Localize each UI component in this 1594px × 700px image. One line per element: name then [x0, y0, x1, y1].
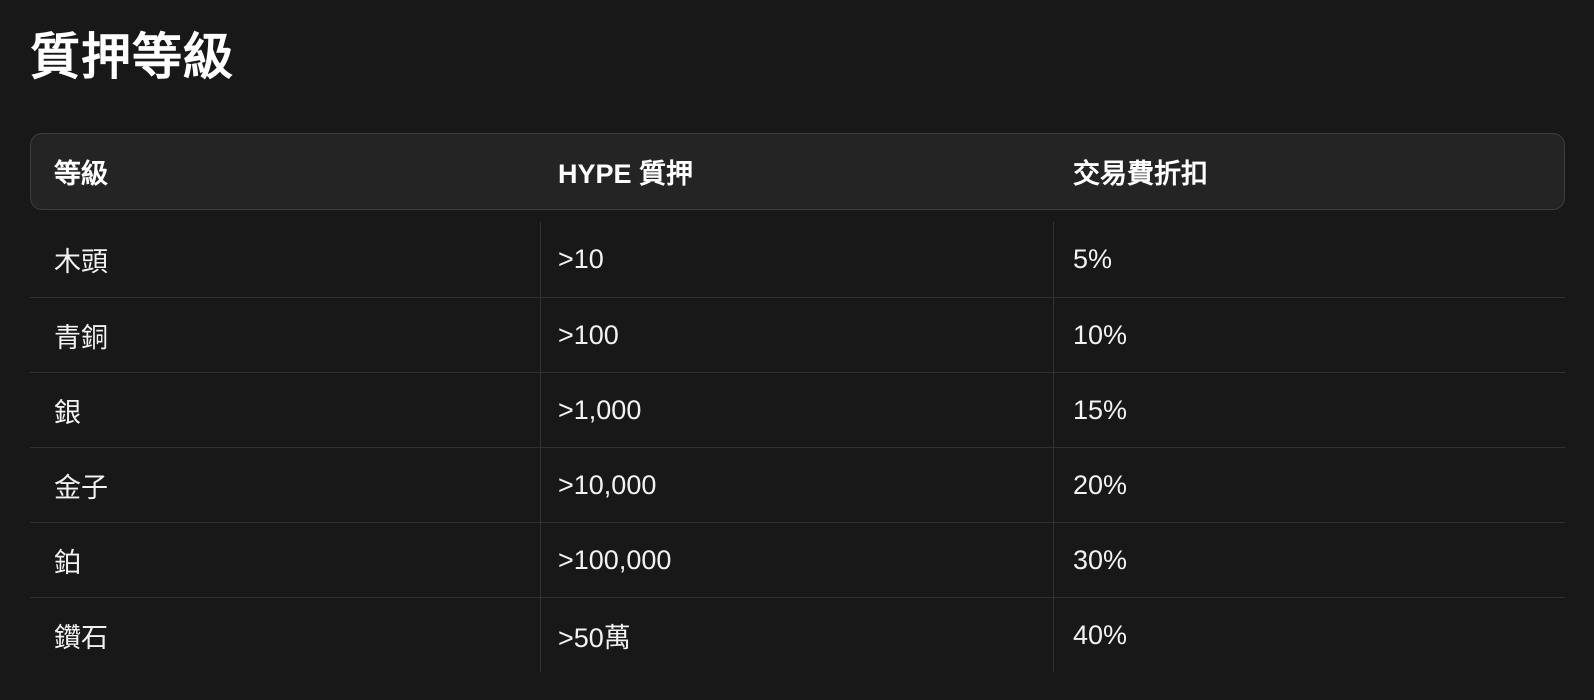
stake-cell: >100 [540, 298, 1053, 372]
tier-cell: 鉑 [54, 547, 81, 578]
discount-cell: 40% [1053, 598, 1565, 672]
discount-cell: 20% [1053, 448, 1565, 522]
staking-tiers-table: 等級 HYPE 質押 交易費折扣 木頭 >10 5% 青銅 >100 10% 銀… [30, 133, 1565, 672]
tier-cell: 木頭 [54, 247, 108, 277]
discount-cell: 10% [1053, 298, 1565, 372]
column-header-hype-stake: HYPE 質押 [558, 159, 694, 189]
discount-cell: 30% [1053, 523, 1565, 597]
tier-cell: 銀 [54, 397, 81, 428]
discount-cell: 5% [1053, 222, 1565, 297]
tier-cell: 鑽石 [54, 622, 108, 653]
stake-cell: >1,000 [540, 373, 1053, 447]
page: 質押等級 等級 HYPE 質押 交易費折扣 木頭 >10 5% 青銅 >100 … [0, 26, 1594, 672]
page-title: 質押等級 [30, 29, 234, 85]
tier-cell: 青銅 [54, 322, 108, 353]
stake-cell: >10,000 [540, 448, 1053, 522]
table-row-bronze: 青銅 >100 10% [30, 297, 1565, 372]
table-header-row: 等級 HYPE 質押 交易費折扣 [30, 133, 1565, 210]
stake-cell: >50萬 [540, 598, 1053, 672]
column-header-fee-discount: 交易費折扣 [1073, 159, 1208, 189]
table-row-wood: 木頭 >10 5% [30, 222, 1565, 297]
column-header-tier: 等級 [54, 159, 108, 189]
table-row-gold: 金子 >10,000 20% [30, 447, 1565, 522]
table-row-diamond: 鑽石 >50萬 40% [30, 597, 1565, 672]
table-row-platinum: 鉑 >100,000 30% [30, 522, 1565, 597]
table-row-silver: 銀 >1,000 15% [30, 372, 1565, 447]
stake-cell: >100,000 [540, 523, 1053, 597]
tier-cell: 金子 [54, 472, 108, 503]
stake-cell: >10 [540, 222, 1053, 297]
discount-cell: 15% [1053, 373, 1565, 447]
table-body: 木頭 >10 5% 青銅 >100 10% 銀 >1,000 15% 金子 >1… [30, 222, 1565, 672]
